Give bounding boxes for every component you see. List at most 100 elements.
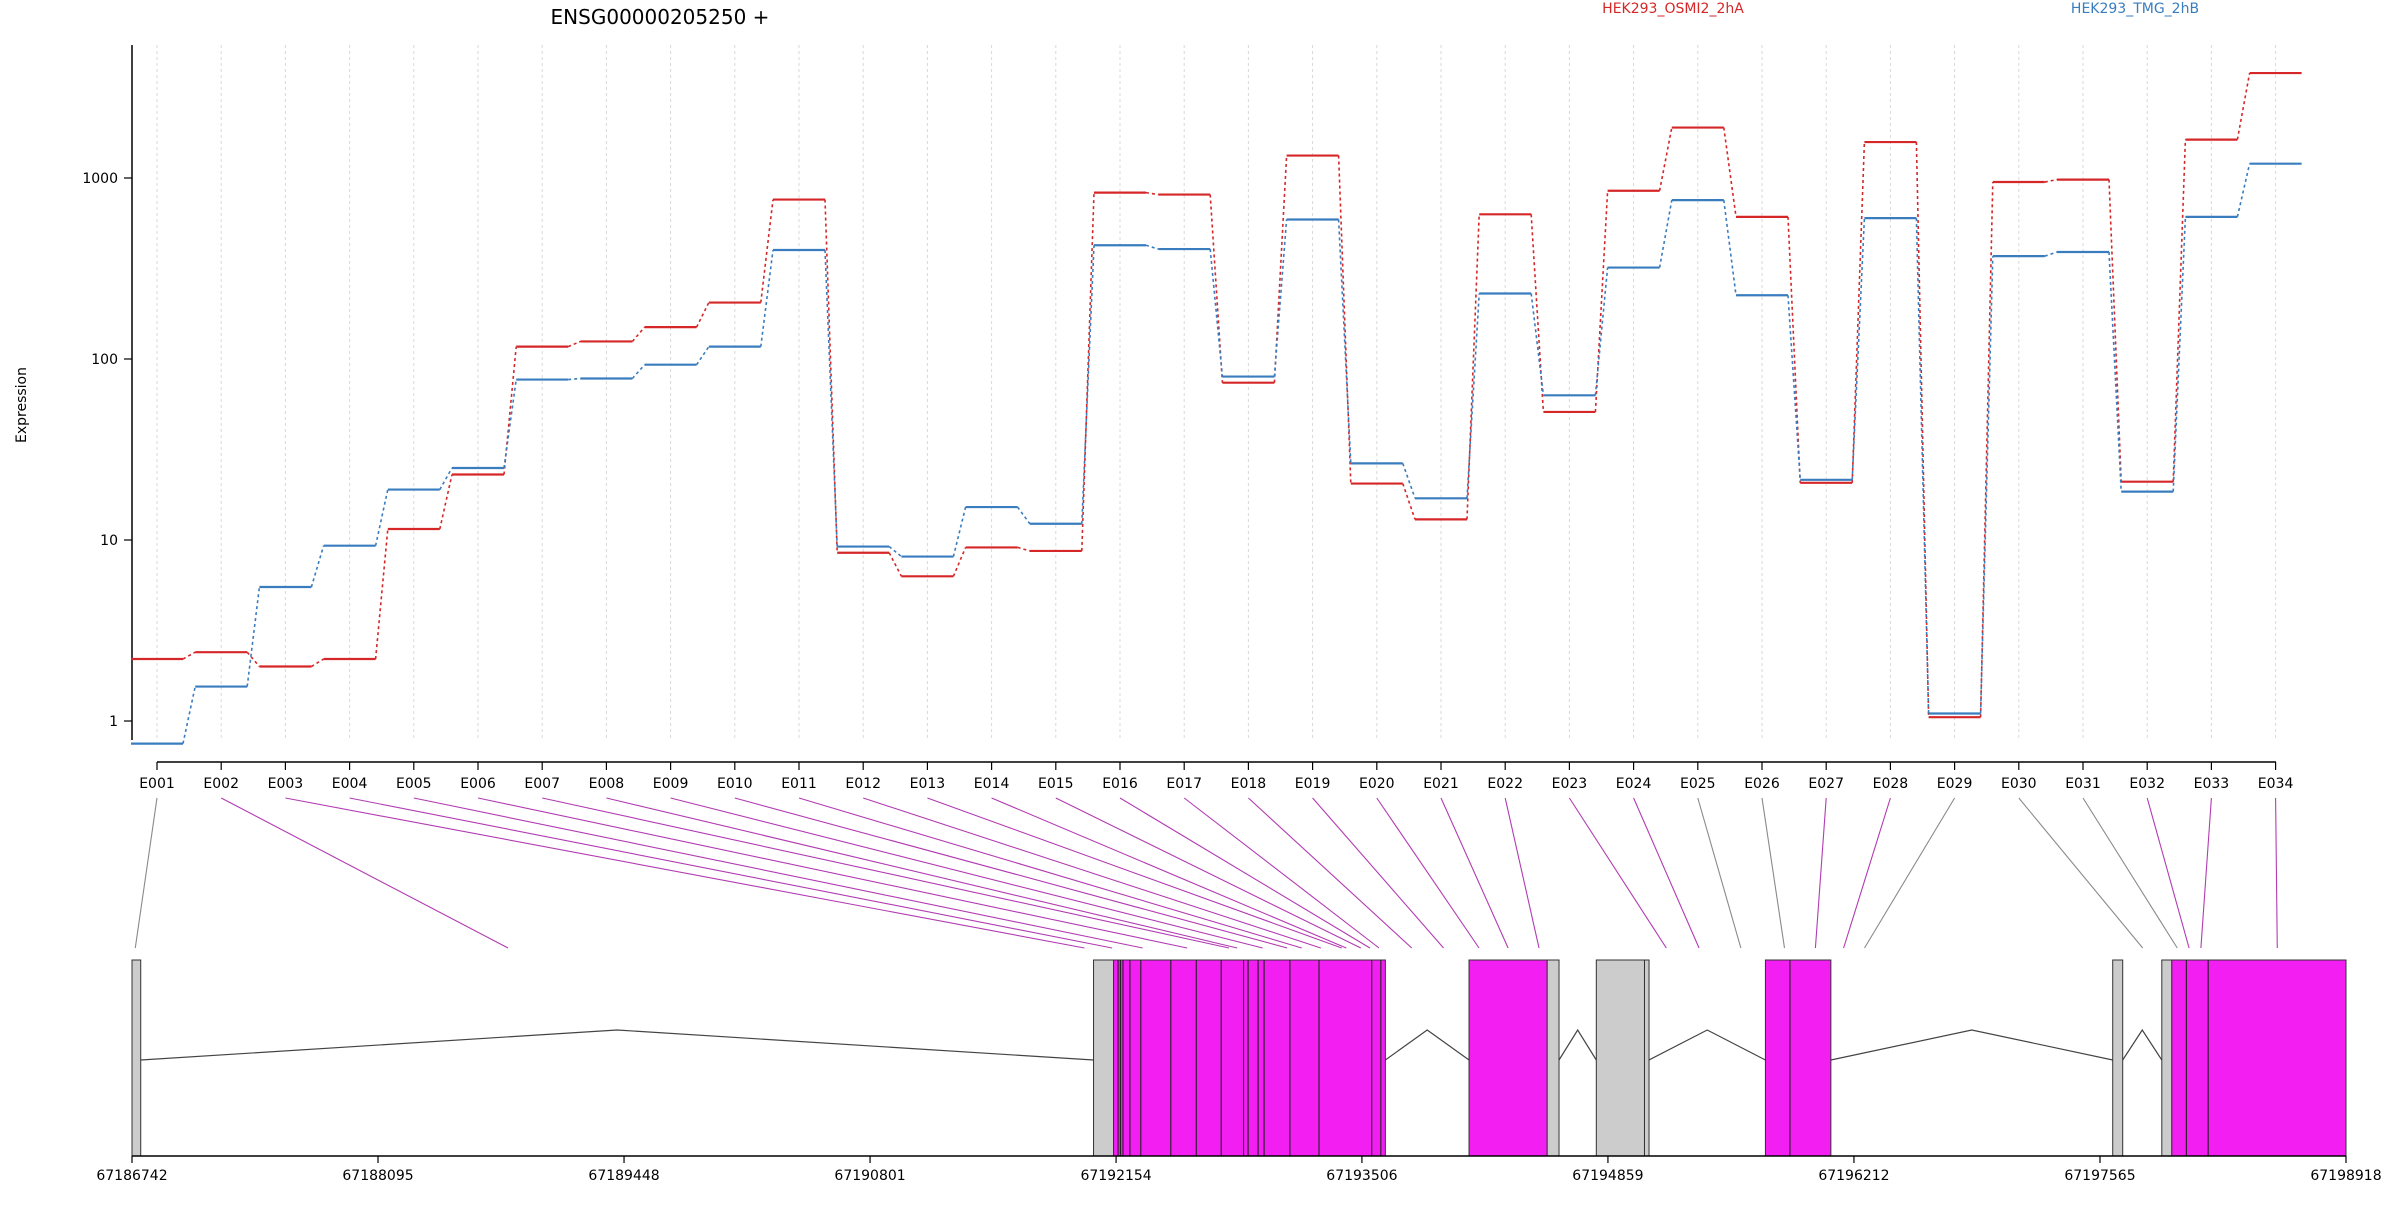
exon-block xyxy=(1113,959,1386,1157)
exon-connector xyxy=(1697,797,1742,949)
exon-block xyxy=(2161,959,2173,1157)
series-connector xyxy=(1851,142,1866,483)
series-connector xyxy=(760,249,774,347)
y-tick-label: 10 xyxy=(100,533,118,549)
exon-connector xyxy=(1814,797,1827,949)
x-tick-label: E020 xyxy=(1359,776,1395,792)
x-tick-label: E034 xyxy=(2258,776,2294,792)
series-connector xyxy=(2236,163,2251,218)
chart-title: ENSG00000205250 + xyxy=(551,5,770,29)
genome-tick-label: 67192154 xyxy=(1080,1168,1151,1184)
series-connector xyxy=(2172,139,2187,482)
exon-connector xyxy=(1568,797,1667,949)
exon-connector xyxy=(2082,797,2178,949)
exon-block xyxy=(1764,959,1832,1157)
series-connector xyxy=(1915,218,1930,714)
x-tick-label: E021 xyxy=(1423,776,1459,792)
y-tick-label: 1000 xyxy=(82,171,118,187)
genome-tick-label: 67193506 xyxy=(1326,1168,1397,1184)
series-connector xyxy=(824,199,838,553)
y-ticks: 1 10 100 1000 xyxy=(82,171,132,730)
x-tick-label: E006 xyxy=(460,776,496,792)
series-connector xyxy=(1594,267,1609,396)
series-connector xyxy=(2108,251,2122,492)
gridlines xyxy=(156,45,2277,740)
series-connector xyxy=(824,249,838,547)
x-tick-label: E009 xyxy=(653,776,689,792)
series-connector xyxy=(1658,127,1673,191)
genome-tick-label: 67196212 xyxy=(1818,1168,1889,1184)
series-connector xyxy=(567,340,581,348)
series-connector xyxy=(631,326,646,342)
legend-entry-series-b: HEK293_TMG_2hB xyxy=(2071,1,2199,17)
exon-connector xyxy=(1843,797,1891,949)
series-connector xyxy=(952,506,967,557)
exon-connector xyxy=(477,797,1188,949)
series-connector xyxy=(1787,216,1801,483)
series-connector xyxy=(1017,546,1031,552)
x-tick-label: E031 xyxy=(2065,776,2101,792)
genome-tick-label: 67186742 xyxy=(96,1168,167,1184)
intron-line xyxy=(1385,1029,1470,1061)
exon-connector xyxy=(1504,797,1540,949)
series-connector xyxy=(888,545,902,558)
x-tick-label: E016 xyxy=(1102,776,1138,792)
legend-entry-series-a: HEK293_OSMI2_2hA xyxy=(1602,1,1744,17)
series-connector xyxy=(1337,155,1352,484)
x-tick-label: E032 xyxy=(2129,776,2165,792)
series-connector xyxy=(568,377,581,381)
series-connector xyxy=(1723,127,1737,217)
exon-connector xyxy=(1633,797,1700,949)
x-tick-label: E023 xyxy=(1552,776,1588,792)
series-connector xyxy=(246,651,261,668)
series-connector xyxy=(439,467,453,490)
series-b xyxy=(131,162,2302,745)
exon-connector xyxy=(1440,797,1509,949)
series-lines xyxy=(131,71,2302,745)
exon-connector xyxy=(1248,797,1413,949)
series-connector xyxy=(1915,142,1930,718)
x-tick-label: E004 xyxy=(332,776,368,792)
exon-block xyxy=(131,959,142,1157)
series-connector xyxy=(1402,483,1416,520)
y-tick-label: 1 xyxy=(109,714,118,730)
series-connector xyxy=(2044,251,2058,257)
series-a xyxy=(131,71,2302,719)
exon-connector xyxy=(863,797,1321,949)
x-tick-label: E030 xyxy=(2001,776,2037,792)
series-connector xyxy=(760,199,774,303)
series-connector xyxy=(1016,506,1031,525)
series-connector xyxy=(1594,190,1609,412)
genome-coordinate-axis: 67186742 67188095 67189448 67190801 67192154… xyxy=(96,1155,2382,1184)
series-connector xyxy=(2172,216,2187,492)
exon-connector xyxy=(220,797,509,949)
series-connector xyxy=(1787,295,1801,480)
exon-connector xyxy=(606,797,1238,949)
gene-model xyxy=(131,959,2347,1157)
y-axis-label: Expression xyxy=(14,367,30,443)
exon-connector xyxy=(349,797,1113,949)
exon-connector xyxy=(285,797,1085,949)
series-connector xyxy=(2236,72,2251,140)
series-connector xyxy=(695,302,710,328)
exon-connector xyxy=(2200,797,2212,949)
x-tick-label: E005 xyxy=(396,776,432,792)
series-connector xyxy=(374,489,389,546)
exon-connector xyxy=(991,797,1347,949)
series-connector xyxy=(1851,218,1866,480)
series-connector xyxy=(888,552,903,577)
exon-connector xyxy=(2275,797,2278,949)
x-tick-label: E014 xyxy=(974,776,1010,792)
series-connector xyxy=(439,474,453,530)
intron-line xyxy=(1648,1029,1766,1061)
exon-connectors xyxy=(134,797,2278,949)
intron-line xyxy=(1558,1028,1597,1061)
exon-connector xyxy=(1183,797,1380,949)
series-connector xyxy=(1273,219,1288,377)
x-tick-label: E012 xyxy=(845,776,881,792)
exon-connector xyxy=(1376,797,1480,949)
x-tick-label: E003 xyxy=(268,776,304,792)
series-connector xyxy=(310,658,325,668)
